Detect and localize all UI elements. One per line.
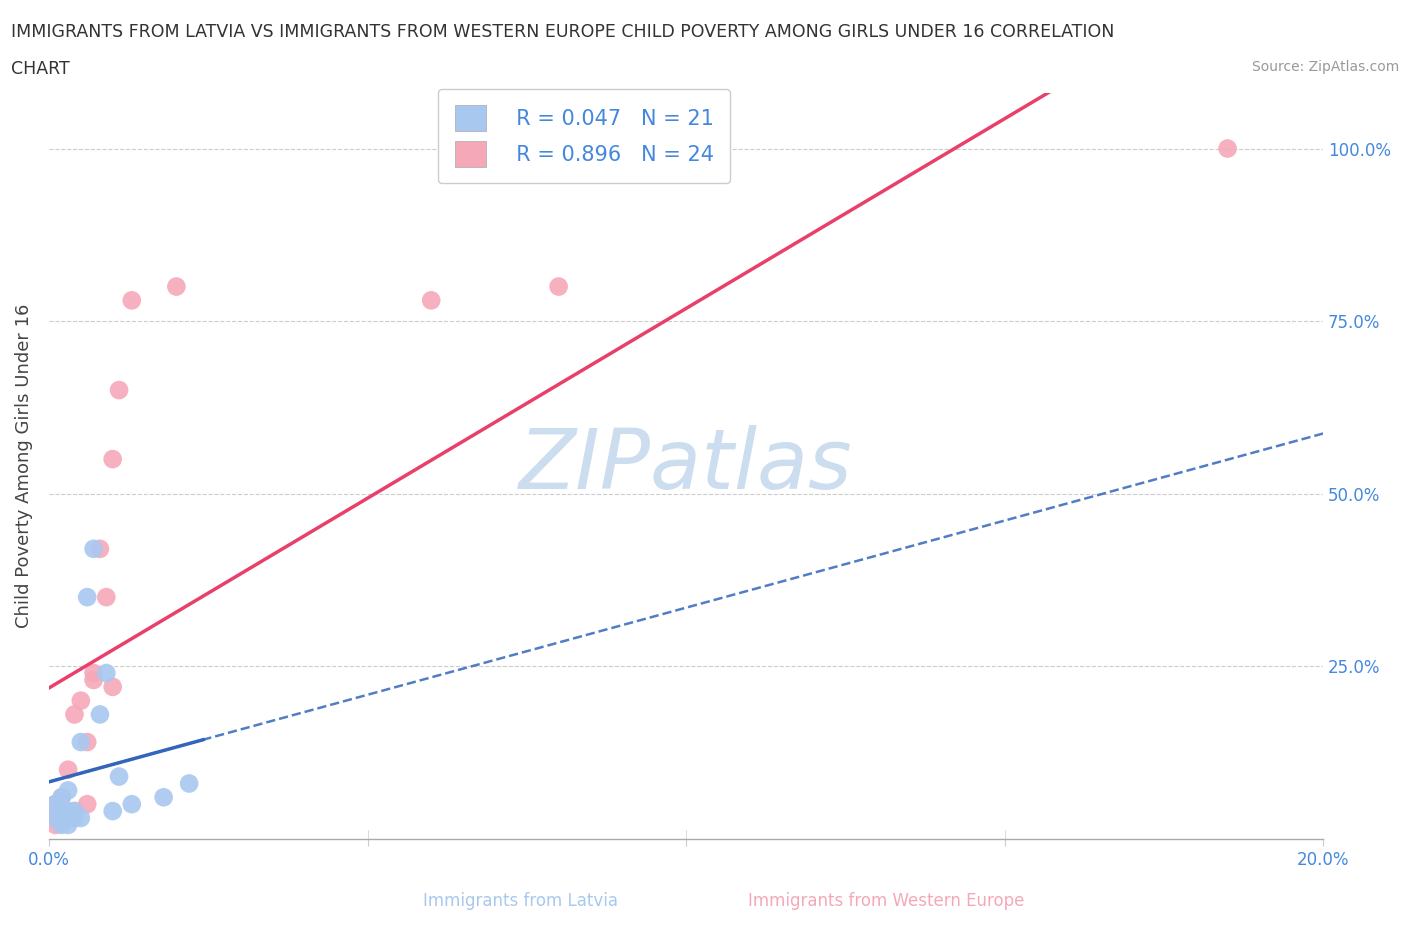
Point <box>51 790 73 804</box>
Point <box>108 382 131 397</box>
Point <box>63 804 86 818</box>
Point <box>69 735 91 750</box>
Point <box>101 452 124 467</box>
Point <box>44 817 66 832</box>
Point <box>108 769 131 784</box>
Point <box>63 707 86 722</box>
Point <box>56 811 79 826</box>
Point <box>165 279 187 294</box>
Text: Immigrants from Western Europe: Immigrants from Western Europe <box>748 892 1024 910</box>
Point <box>63 811 86 826</box>
Text: Source: ZipAtlas.com: Source: ZipAtlas.com <box>1251 60 1399 74</box>
Point <box>51 790 73 804</box>
Point <box>56 763 79 777</box>
Point <box>44 797 66 812</box>
Point <box>69 811 91 826</box>
Point <box>76 735 98 750</box>
Point <box>51 804 73 818</box>
Point <box>101 680 124 695</box>
Point <box>121 293 143 308</box>
Text: Immigrants from Latvia: Immigrants from Latvia <box>423 892 617 910</box>
Point <box>152 790 174 804</box>
Point <box>56 804 79 818</box>
Point <box>83 666 105 681</box>
Point <box>1216 141 1239 156</box>
Point <box>76 590 98 604</box>
Point <box>56 817 79 832</box>
Point <box>44 811 66 826</box>
Point <box>76 797 98 812</box>
Point <box>179 776 201 790</box>
Point <box>547 279 569 294</box>
Y-axis label: Child Poverty Among Girls Under 16: Child Poverty Among Girls Under 16 <box>15 304 32 628</box>
Text: CHART: CHART <box>11 60 70 78</box>
Point <box>63 804 86 818</box>
Point <box>83 541 105 556</box>
Point <box>44 811 66 826</box>
Point <box>83 672 105 687</box>
Point <box>96 666 118 681</box>
Point <box>96 590 118 604</box>
Point <box>420 293 443 308</box>
Point <box>44 797 66 812</box>
Point <box>121 797 143 812</box>
Text: ZIPatlas: ZIPatlas <box>519 426 853 507</box>
Point <box>69 693 91 708</box>
Text: IMMIGRANTS FROM LATVIA VS IMMIGRANTS FROM WESTERN EUROPE CHILD POVERTY AMONG GIR: IMMIGRANTS FROM LATVIA VS IMMIGRANTS FRO… <box>11 23 1115 41</box>
Point <box>89 707 111 722</box>
Point <box>89 541 111 556</box>
Point <box>51 817 73 832</box>
Point <box>101 804 124 818</box>
Point <box>56 783 79 798</box>
Legend:   R = 0.047   N = 21,   R = 0.896   N = 24: R = 0.047 N = 21, R = 0.896 N = 24 <box>439 88 730 183</box>
Point <box>51 804 73 818</box>
